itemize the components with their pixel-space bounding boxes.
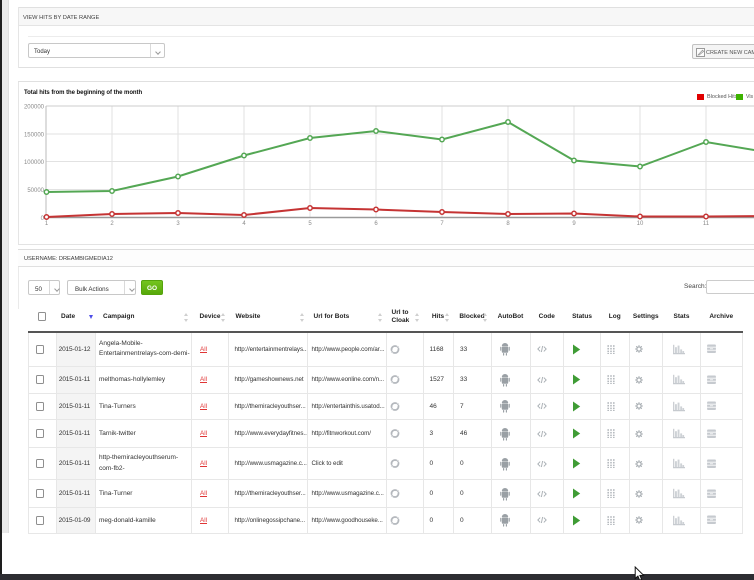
svg-text:50000: 50000 xyxy=(27,188,44,194)
svg-text:100000: 100000 xyxy=(24,160,45,166)
svg-text:11: 11 xyxy=(703,221,710,227)
svg-text:5: 5 xyxy=(308,221,312,227)
svg-text:4: 4 xyxy=(242,221,246,227)
svg-text:2: 2 xyxy=(110,221,114,227)
svg-text:10: 10 xyxy=(637,221,644,227)
svg-text:7: 7 xyxy=(440,221,444,227)
svg-text:150000: 150000 xyxy=(24,133,45,139)
svg-text:3: 3 xyxy=(176,221,180,227)
svg-text:6: 6 xyxy=(374,221,378,227)
svg-text:9: 9 xyxy=(572,221,576,227)
svg-text:8: 8 xyxy=(506,221,510,227)
svg-text:0: 0 xyxy=(41,216,45,222)
svg-text:1: 1 xyxy=(45,221,49,227)
svg-text:200000: 200000 xyxy=(24,105,45,111)
